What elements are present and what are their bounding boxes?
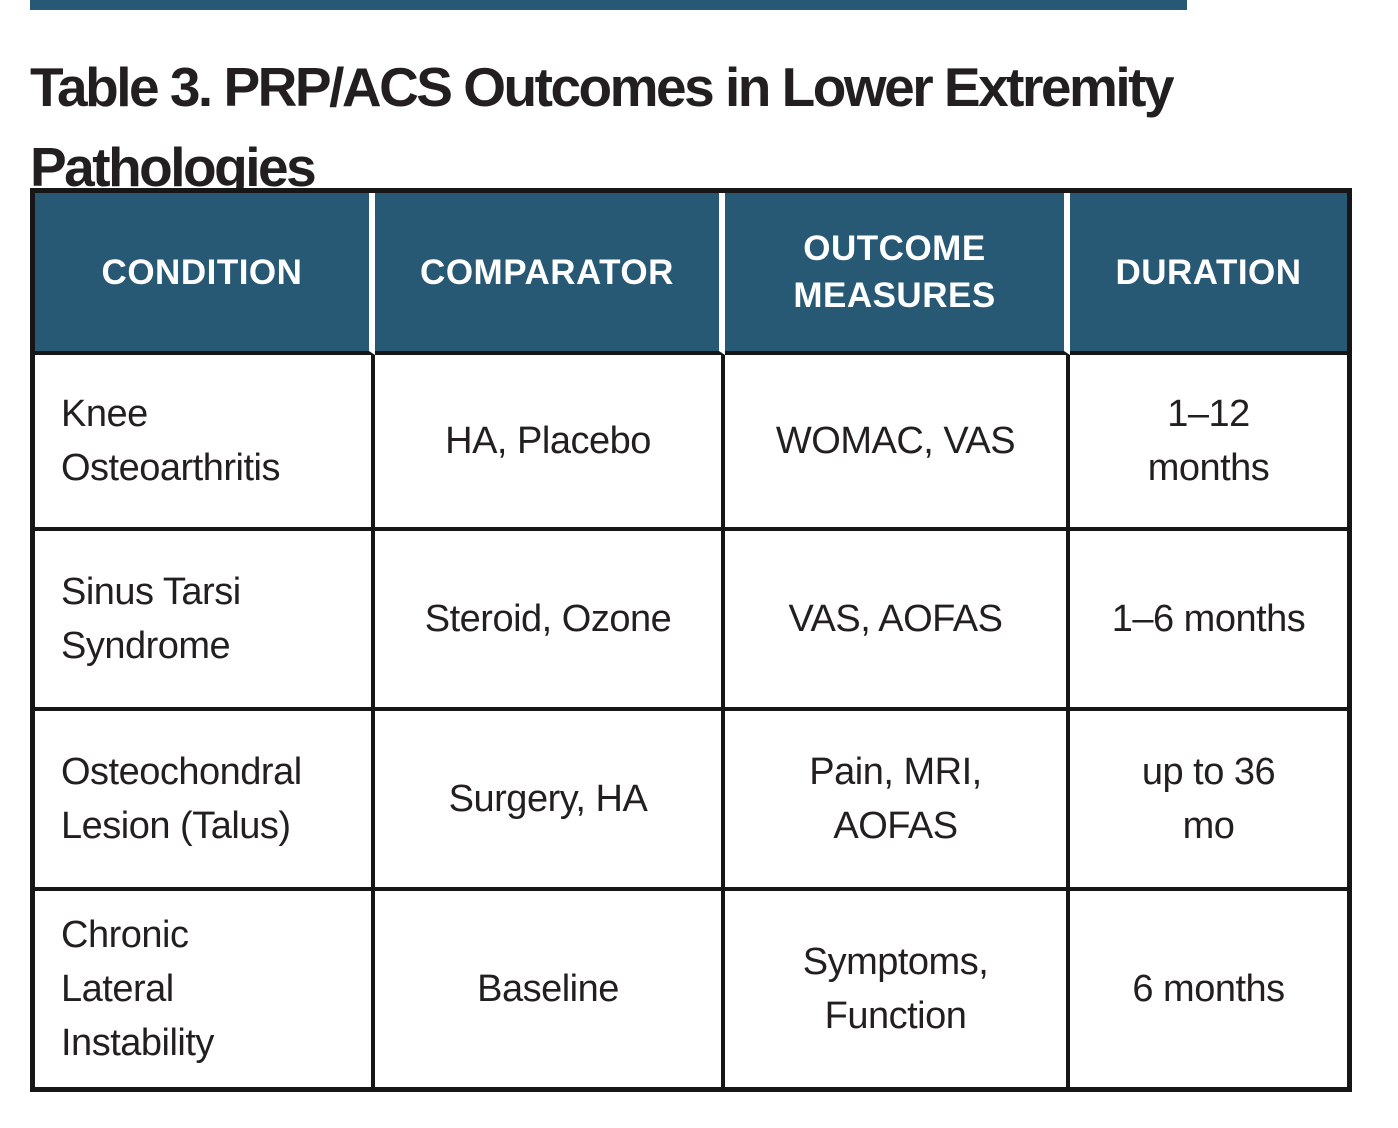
page-title: Table 3. PRP/ACS Outcomes in Lower Extre…: [30, 55, 1175, 198]
table-cell: Knee Osteoarthritis: [35, 355, 375, 531]
table-cell: WOMAC, VAS: [725, 355, 1070, 531]
table-cell: up to 36 mo: [1070, 711, 1347, 891]
table-cell: Steroid, Ozone: [375, 531, 725, 711]
table-cell: 6 months: [1070, 891, 1347, 1087]
table-cell: 1–12 months: [1070, 355, 1347, 531]
header-cell-outcome-measures: OUTCOME MEASURES: [725, 193, 1070, 355]
outcomes-table: CONDITION COMPARATOR OUTCOME MEASURES DU…: [30, 188, 1352, 1092]
table-cell: Baseline: [375, 891, 725, 1087]
header-cell-comparator: COMPARATOR: [375, 193, 725, 355]
table-cell: HA, Placebo: [375, 355, 725, 531]
table-cell: Surgery, HA: [375, 711, 725, 891]
table-cell: Symptoms, Function: [725, 891, 1070, 1087]
header-cell-duration: DURATION: [1070, 193, 1347, 355]
header-cell-condition: CONDITION: [35, 193, 375, 355]
table-cell: Sinus Tarsi Syndrome: [35, 531, 375, 711]
top-accent-bar: [30, 0, 1187, 10]
table-cell: Chronic Lateral Instability: [35, 891, 375, 1087]
table-cell: VAS, AOFAS: [725, 531, 1070, 711]
table-cell: Osteochondral Lesion (Talus): [35, 711, 375, 891]
table-cell: Pain, MRI, AOFAS: [725, 711, 1070, 891]
table-cell: 1–6 months: [1070, 531, 1347, 711]
